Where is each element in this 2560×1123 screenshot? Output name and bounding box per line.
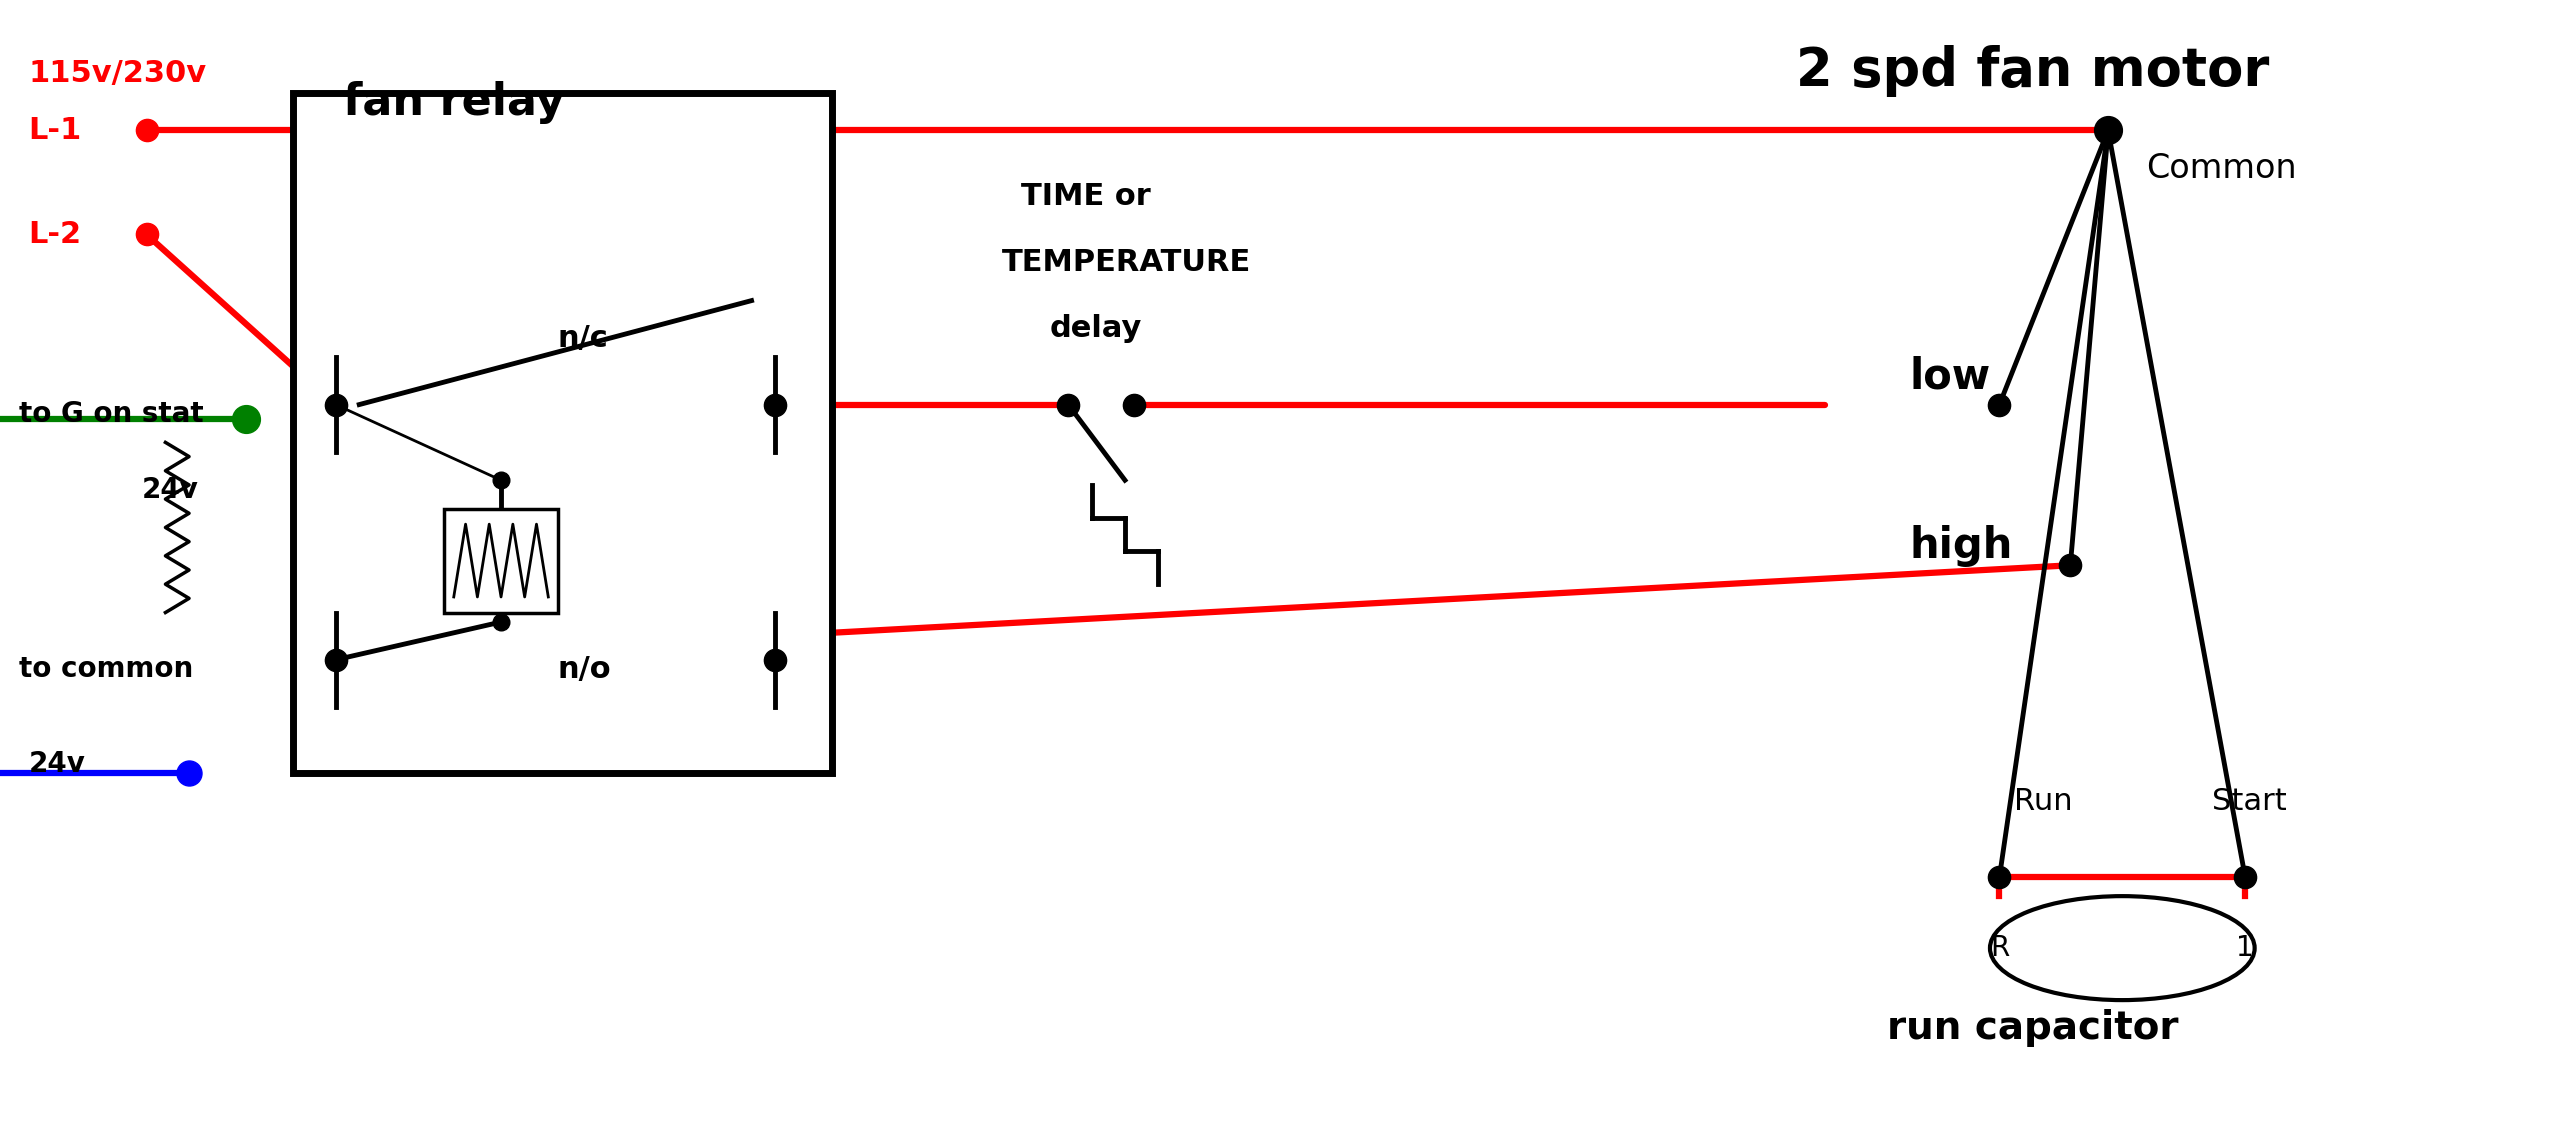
Text: run capacitor: run capacitor <box>1887 1010 2179 1048</box>
Text: fan relay: fan relay <box>343 81 566 124</box>
Text: R: R <box>1989 934 2010 962</box>
Ellipse shape <box>1989 896 2255 1001</box>
Text: 115v/230v: 115v/230v <box>28 60 207 89</box>
Text: high: high <box>1910 526 2012 567</box>
Text: to G on stat: to G on stat <box>18 400 205 428</box>
Text: 1: 1 <box>2237 934 2253 962</box>
Text: 24v: 24v <box>141 476 200 503</box>
Text: Run: Run <box>2015 787 2071 816</box>
Text: to common: to common <box>18 655 192 683</box>
Bar <box>292 92 832 774</box>
Text: TEMPERATURE: TEMPERATURE <box>1001 248 1252 277</box>
Text: 24v: 24v <box>28 750 84 778</box>
Text: Common: Common <box>2145 152 2296 185</box>
Text: L-1: L-1 <box>28 116 82 145</box>
Text: Start: Start <box>2212 787 2286 816</box>
Text: n/o: n/o <box>558 655 612 684</box>
Text: low: low <box>1910 355 1992 398</box>
Text: n/c: n/c <box>558 323 609 353</box>
Text: delay: delay <box>1050 314 1142 344</box>
Bar <box>445 509 558 612</box>
Text: L-2: L-2 <box>28 220 82 249</box>
Text: TIME or: TIME or <box>1021 182 1152 211</box>
Text: 2 spd fan motor: 2 spd fan motor <box>1797 45 2268 98</box>
